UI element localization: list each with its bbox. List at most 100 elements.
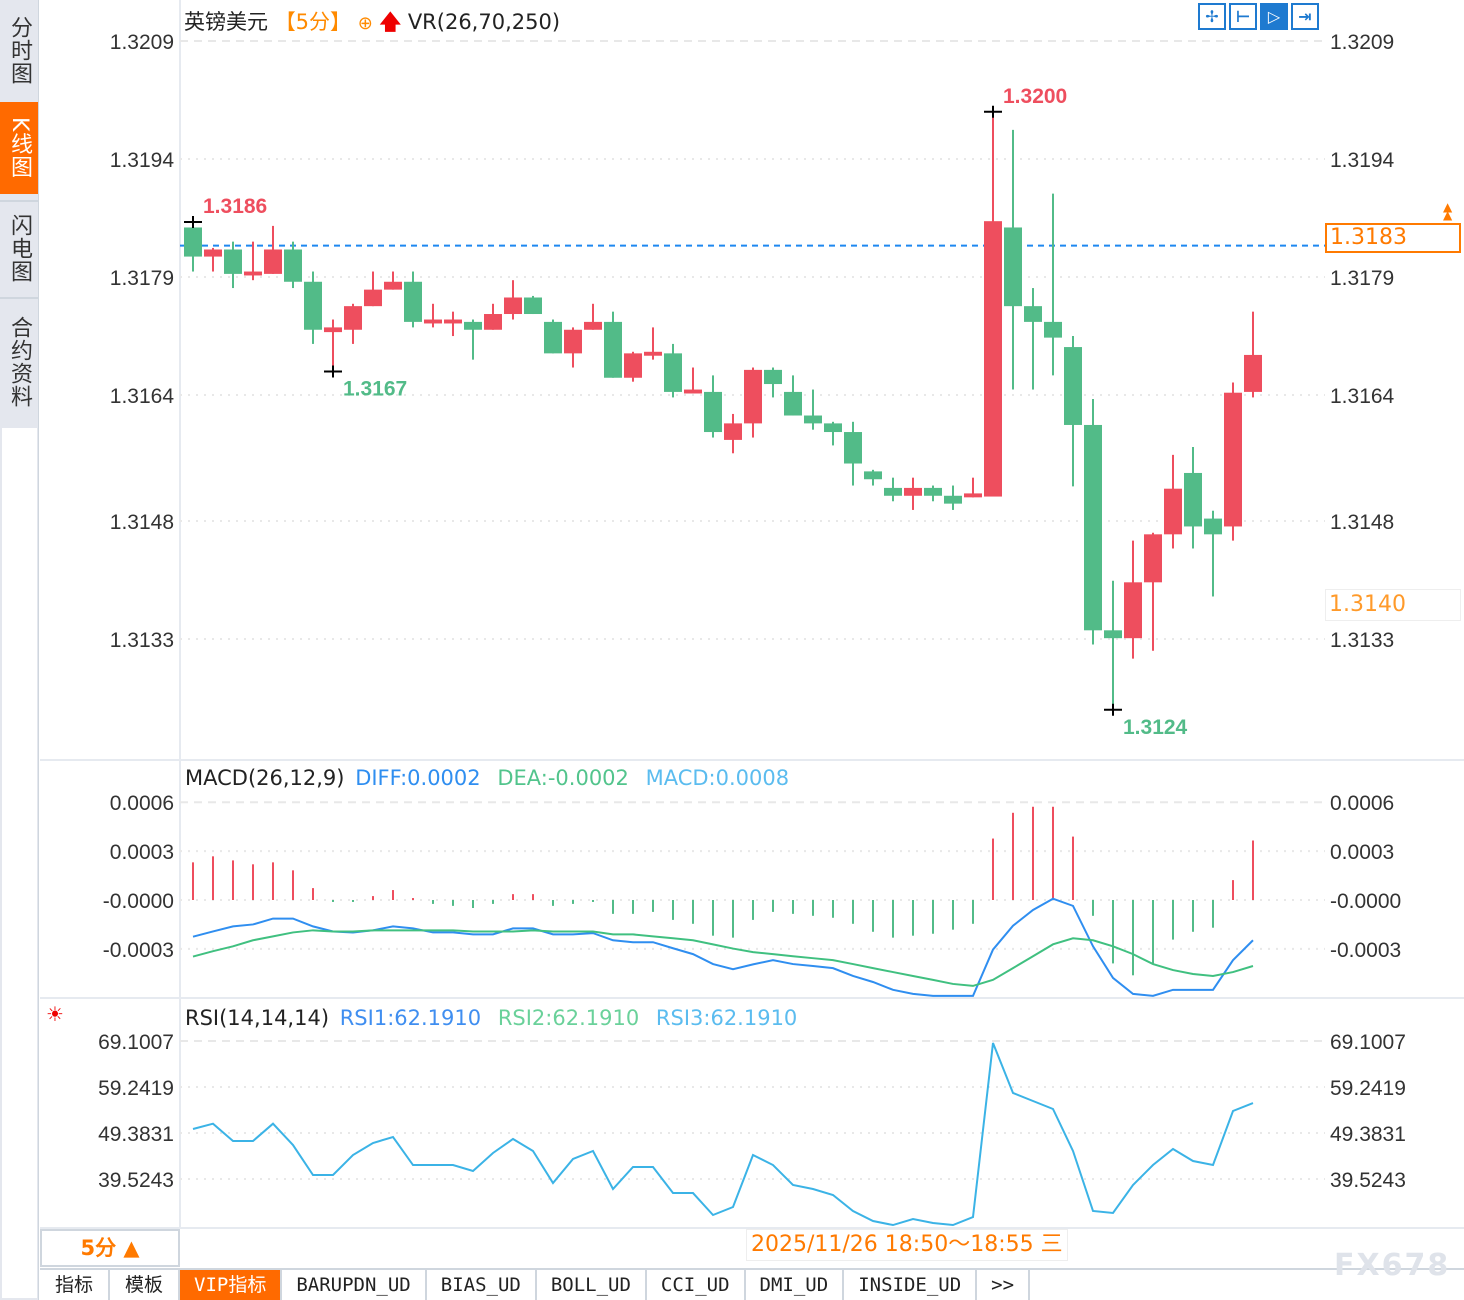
red-up-arrow-icon[interactable]: 🡅 <box>379 10 402 34</box>
y-tick-label-right: 1.3179 <box>1330 267 1394 290</box>
candle-body <box>484 314 502 330</box>
extreme-price-label: 1.3167 <box>343 377 407 400</box>
tab-templates[interactable]: 模板 <box>110 1270 181 1300</box>
tab-barupdn[interactable]: BARUPDN_UD <box>282 1270 427 1300</box>
macd-dea-value: DEA:-0.0002 <box>497 766 629 790</box>
crosshair-icon[interactable]: ✢ <box>1198 3 1226 30</box>
tab-boll[interactable]: BOLL_UD <box>537 1270 647 1300</box>
y-tick-label-left: 1.3194 <box>110 149 175 172</box>
candle-body <box>584 321 602 330</box>
tab-bias[interactable]: BIAS_UD <box>427 1270 537 1300</box>
tab-time-chart[interactable]: 分时图 <box>7 15 32 85</box>
candle-body <box>804 415 822 424</box>
candle-body <box>704 391 722 433</box>
candle-body <box>1104 630 1122 639</box>
candle-body <box>764 369 782 385</box>
period-label[interactable]: 【5分】 <box>274 10 352 34</box>
candle-body <box>604 321 622 378</box>
candle-body <box>204 249 222 257</box>
sun-icon[interactable]: ☀ <box>46 1002 64 1026</box>
candle-body <box>1144 534 1162 583</box>
rsi-header: RSI(14,14,14) RSI1:62.1910 RSI2:62.1910 … <box>185 1006 797 1030</box>
extreme-marker <box>184 215 202 228</box>
tab-indicators[interactable]: 指标 <box>40 1270 111 1300</box>
y-tick-label-left: 1.3179 <box>110 267 174 290</box>
candle-body <box>884 487 902 496</box>
candle-body <box>724 423 742 440</box>
candle-body <box>1124 582 1142 639</box>
tab-contract-info[interactable]: 合约资料 <box>0 297 38 425</box>
candle-body <box>184 227 202 257</box>
candle-body <box>984 221 1002 497</box>
candle-body <box>624 353 642 378</box>
rsi1-value: RSI1:62.1910 <box>339 1006 482 1030</box>
period-selector[interactable]: 5分 ▲ <box>40 1229 180 1267</box>
tab-more[interactable]: >> <box>977 1270 1031 1300</box>
candle-body <box>1184 472 1202 527</box>
extreme-marker <box>984 105 1002 118</box>
candle-body <box>224 249 242 274</box>
y-tick-label-right: 1.3164 <box>1330 385 1395 408</box>
rsi2-value: RSI2:62.1910 <box>497 1006 640 1030</box>
side-price-label: 1.3140 <box>1325 589 1461 621</box>
extreme-price-label: 1.3124 <box>1123 716 1188 739</box>
candle-body <box>324 327 342 333</box>
candle-body <box>404 281 422 322</box>
candle-body <box>1084 424 1102 631</box>
candle-body <box>444 319 462 324</box>
y-tick-label-left: -0.0000 <box>103 890 174 913</box>
candle-body <box>1044 321 1062 338</box>
candle-body <box>744 369 762 424</box>
y-tick-label-right: 39.5243 <box>1330 1169 1406 1192</box>
dea-line <box>192 929 1254 987</box>
y-tick-label-right: -0.0000 <box>1330 890 1401 913</box>
candle-body <box>644 351 662 356</box>
symbol-name: 英镑美元 <box>184 10 268 34</box>
candle-body <box>784 391 802 416</box>
tab-vip-indicators[interactable]: VIP指标 <box>180 1270 283 1300</box>
candle-body <box>264 249 282 274</box>
indicator-label[interactable]: VR(26,70,250) <box>407 10 561 34</box>
y-tick-label-left: 1.3133 <box>110 629 174 652</box>
rsi1-line <box>192 1042 1254 1227</box>
candle-body <box>824 423 842 433</box>
candle-body <box>964 493 982 498</box>
circle-plus-icon[interactable]: ⊕ <box>357 13 373 34</box>
candle-body <box>1004 227 1022 307</box>
y-tick-label-right: 49.3831 <box>1330 1123 1406 1146</box>
y-tick-label-right: -0.0003 <box>1330 939 1401 962</box>
extreme-price-label: 1.3186 <box>203 195 267 218</box>
tab-kline-chart[interactable]: K线图 <box>0 102 38 194</box>
macd-title: MACD(26,12,9) <box>185 766 345 790</box>
rsi-title: RSI(14,14,14) <box>185 1006 330 1030</box>
zoom-range-icon[interactable]: ⊢ <box>1229 3 1257 30</box>
scroll-right-icon[interactable]: ⇥ <box>1291 3 1319 30</box>
y-tick-label-right: 1.3194 <box>1330 149 1395 172</box>
y-tick-label-right: 59.2419 <box>1330 1077 1406 1100</box>
tab-inside[interactable]: INSIDE_UD <box>844 1270 978 1300</box>
double-chevron-up-icon[interactable]: ▲ ▲ <box>1443 200 1453 222</box>
scroll-left-icon[interactable]: ▷ <box>1260 3 1288 30</box>
extreme-marker <box>324 365 342 378</box>
candle-body <box>924 487 942 496</box>
candle-body <box>544 321 562 354</box>
y-tick-label-left: 39.5243 <box>98 1169 174 1192</box>
candle-body <box>864 471 882 480</box>
tab-cci[interactable]: CCI_UD <box>647 1270 746 1300</box>
y-tick-label-left: 69.1007 <box>98 1031 174 1054</box>
tab-dmi[interactable]: DMI_UD <box>746 1270 845 1300</box>
y-tick-label-left: 0.0006 <box>110 792 174 815</box>
candle-body <box>1204 518 1222 535</box>
candle-body <box>1224 392 1242 527</box>
y-tick-label-right: 0.0003 <box>1330 841 1394 864</box>
candle-body <box>1244 354 1262 392</box>
watermark: FX678 <box>1334 1248 1451 1283</box>
y-tick-label-left: 1.3148 <box>110 511 174 534</box>
y-tick-label-left: 59.2419 <box>98 1077 174 1100</box>
y-tick-label-right: 1.3133 <box>1330 629 1394 652</box>
chart-toolbar: ✢ ⊢ ▷ ⇥ <box>1198 3 1319 30</box>
y-tick-label-left: 0.0003 <box>110 841 174 864</box>
tab-flash-chart[interactable]: 闪电图 <box>0 200 38 295</box>
macd-header: MACD(26,12,9) DIFF:0.0002 DEA:-0.0002 MA… <box>185 766 789 790</box>
